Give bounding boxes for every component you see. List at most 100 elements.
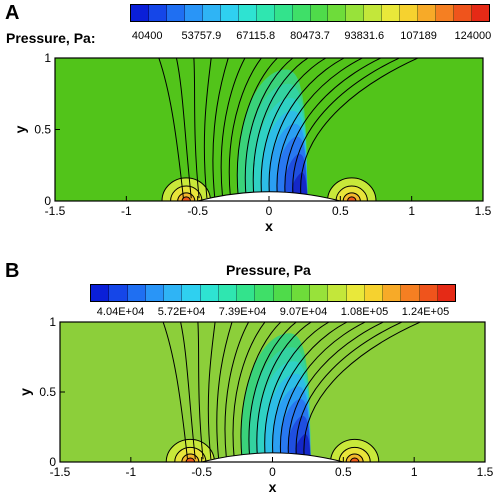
colorbar-tick-label: 1.24E+05: [401, 306, 450, 318]
colorbar-tick-label: 5.72E+04: [157, 306, 206, 318]
y-tick-label: 1: [49, 315, 56, 329]
expansion-region: [292, 172, 308, 196]
colorbar-swatch: [218, 285, 237, 301]
colorbar-swatch: [200, 285, 219, 301]
colorbar-swatch: [91, 285, 110, 301]
x-tick-label: 0: [266, 204, 273, 218]
contour-line: [224, 322, 250, 460]
colorbar-title-a: Pressure, Pa:: [6, 30, 96, 46]
x-tick-label: 1.5: [475, 204, 492, 218]
compression-contour: [185, 457, 196, 462]
contour-line: [228, 58, 263, 199]
colorbar-swatch: [364, 285, 383, 301]
x-tick-label: -1: [125, 465, 136, 479]
colorbar-swatch: [419, 285, 438, 301]
y-tick-label: 0: [49, 455, 56, 469]
compression-contour: [349, 457, 360, 462]
colorbar-swatch: [418, 5, 437, 21]
contour-line: [244, 58, 294, 199]
colorbar-swatch: [164, 285, 183, 301]
contour-line: [212, 58, 229, 199]
x-tick-label: 1.5: [477, 465, 494, 479]
colorbar-swatch: [131, 5, 149, 21]
contour-line: [158, 58, 184, 199]
colorbar-swatch: [382, 5, 401, 21]
colorbar-swatch: [273, 285, 292, 301]
colorbar-tick-label: 67115.8: [236, 30, 276, 42]
contour-line: [162, 322, 188, 460]
y-axis-label: y: [17, 388, 33, 396]
colorbar-swatch: [310, 285, 329, 301]
contour-line: [180, 322, 196, 460]
colorbar-tick-label: 4.04E+04: [96, 306, 145, 318]
colorbar-swatch: [401, 285, 420, 301]
x-tick-label: 0: [269, 465, 276, 479]
colorbar-swatch: [364, 5, 383, 21]
colorbar-swatch: [328, 285, 347, 301]
colorbar-swatch: [256, 5, 275, 21]
contour-line: [276, 58, 364, 199]
colorbar-swatch: [127, 285, 146, 301]
contour-line: [295, 322, 404, 460]
colorbar-title-b: Pressure, Pa: [226, 262, 311, 278]
contour-line: [236, 58, 279, 199]
y-tick-label: 0: [44, 194, 51, 208]
x-axis-label: x: [269, 479, 277, 495]
contour-line: [300, 58, 420, 199]
contour-line: [252, 58, 309, 199]
y-tick-label: 0.5: [39, 385, 56, 399]
contour-line: [220, 58, 246, 199]
colorbar-swatch: [182, 285, 201, 301]
contour-line: [207, 322, 216, 460]
colorbar-swatch: [291, 285, 310, 301]
x-tick-label: -1.5: [50, 465, 71, 479]
colorbar-swatch: [109, 285, 128, 301]
colorbar-a: [130, 4, 490, 22]
colorbar-swatch: [328, 5, 347, 21]
contour-line: [240, 322, 282, 460]
colorbar-tick-label: 53757.9: [181, 30, 222, 42]
colorbar-tick-label: 7.39E+04: [218, 306, 267, 318]
colorbar-swatch: [166, 5, 185, 21]
y-tick-label: 0.5: [34, 123, 51, 137]
colorbar-swatch: [292, 5, 311, 21]
colorbar-swatch: [454, 5, 473, 21]
colorbar-tick-label: 93831.6: [344, 30, 385, 42]
x-tick-label: -0.5: [187, 204, 208, 218]
contour-line: [203, 58, 212, 199]
colorbar-tick-label: 80473.7: [290, 30, 330, 42]
colorbar-swatch: [220, 5, 239, 21]
colorbar-tick-label: 1.08E+05: [340, 306, 389, 318]
colorbar-swatch: [238, 5, 257, 21]
y-axis-label: y: [12, 125, 28, 133]
contour-line: [287, 322, 385, 460]
contour-line: [175, 58, 192, 199]
colorbar-swatch: [274, 5, 293, 21]
contour-line: [248, 322, 298, 460]
panel-label-a: A: [5, 2, 20, 24]
colorbar-swatch: [436, 5, 455, 21]
colorbar-swatch: [310, 5, 329, 21]
x-tick-label: 0.5: [332, 204, 349, 218]
x-tick-label: -0.5: [191, 465, 212, 479]
colorbar-swatch: [383, 285, 402, 301]
colorbar-swatch: [437, 285, 455, 301]
x-tick-label: 1: [411, 465, 418, 479]
colorbar-swatch: [346, 285, 365, 301]
contour-line: [284, 58, 383, 199]
colorbar-swatch: [400, 5, 419, 21]
contour-line: [193, 58, 200, 199]
colorbar-tick-label: 107189: [400, 30, 437, 42]
x-tick-label: 0.5: [335, 465, 352, 479]
contour-line: [303, 322, 422, 460]
colorbar-swatch: [145, 285, 164, 301]
contour-line: [260, 58, 328, 199]
panel-label-b: B: [5, 260, 20, 282]
contour-line: [279, 322, 367, 460]
colorbar-tick-label: 124000: [454, 30, 492, 42]
contour-line: [264, 322, 331, 460]
colorbar-swatch: [346, 5, 365, 21]
x-axis-label: x: [265, 218, 273, 234]
